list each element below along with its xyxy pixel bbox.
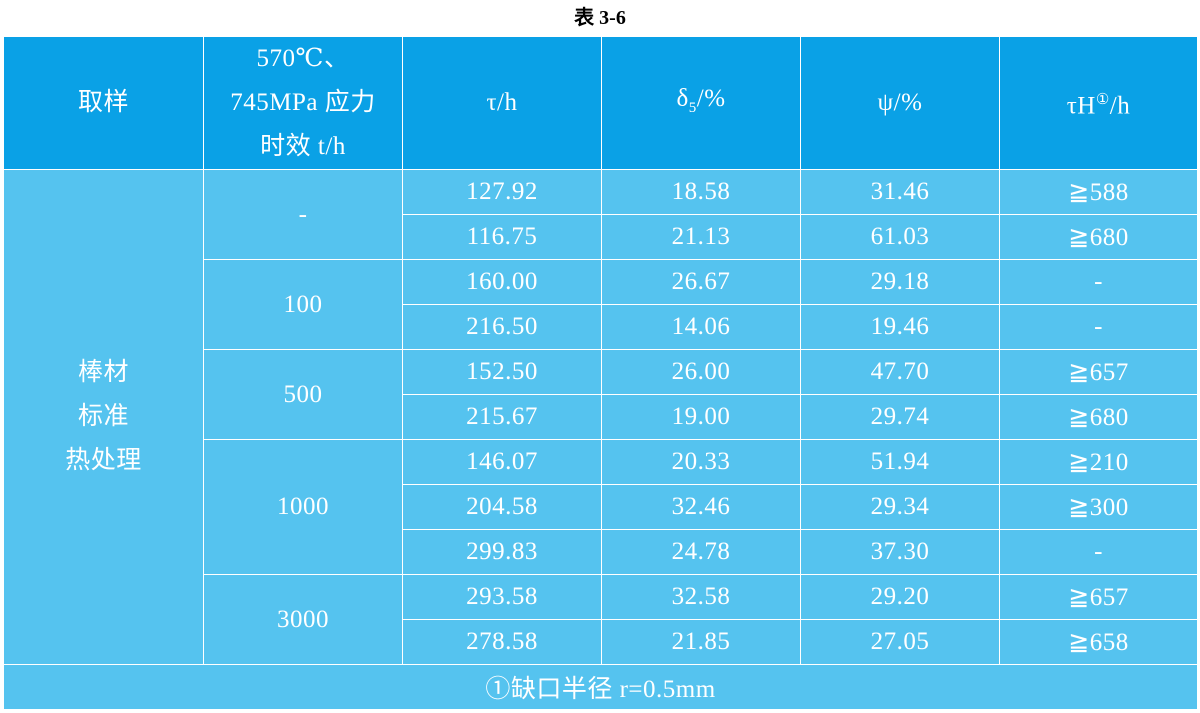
cell-tau: 116.75 [402,214,602,260]
table-row: 100 160.00 26.67 29.18 - [4,259,1198,350]
table-row: 3000 293.58 32.58 29.20 ≧657 [4,574,1198,665]
header-delta-unit: /% [696,84,726,112]
header-aging-line1: 570℃、 [256,45,350,72]
cell-delta: 26.00 [601,349,801,395]
cell-psi: 61.03 [800,214,1000,260]
group-cell: 100 [203,259,403,350]
data-table: 取样 570℃、 745MPa 应力 时效 t/h τ/h δ5/% ψ/% τ… [3,36,1198,710]
header-tauH-symbol: τH [1066,92,1096,120]
cell-delta: 21.85 [601,619,801,665]
table-row: 棒材 标准 热处理 - 127.92 18.58 31.46 ≧588 [3,169,1198,665]
table-row: 1000 146.07 20.33 51.94 ≧210 [4,439,1198,575]
sample-label-line3: 热处理 [65,447,142,474]
header-tauH-footnote-mark: ① [1095,91,1110,108]
cell-tauH: - [999,304,1198,350]
cell-psi: 37.30 [800,529,1000,575]
cell-psi: 27.05 [800,619,1000,665]
cell-delta: 18.58 [601,169,801,215]
cell-delta: 20.33 [601,439,801,485]
cell-tau: 146.07 [402,439,602,485]
sample-label-line2: 标准 [77,403,129,430]
group-cell: 500 [203,349,403,440]
cell-delta: 32.46 [601,484,801,530]
cell-tau: 299.83 [402,529,602,575]
cell-psi: 29.18 [800,259,1000,305]
table-row: 116.75 21.13 61.03 ≧680 [4,214,1198,260]
cell-tau: 215.67 [402,394,602,440]
header-aging-line3: 时效 t/h [260,133,346,160]
header-tauH-unit: /h [1109,92,1131,120]
cell-tauH: ≧680 [999,214,1198,260]
cell-tau: 278.58 [402,619,602,665]
group-cell: 1000 [203,439,403,575]
cell-delta: 26.67 [601,259,801,305]
group-cell: 3000 [203,574,403,665]
cell-tauH: - [999,259,1198,305]
cell-tau: 152.50 [402,349,602,395]
cell-delta: 24.78 [601,529,801,575]
cell-tauH: ≧680 [999,394,1198,440]
header-tauH: τH①/h [999,36,1198,170]
cell-psi: 29.34 [800,484,1000,530]
header-sample: 取样 [3,36,204,170]
table-row: 278.58 21.85 27.05 ≧658 [4,619,1198,665]
cell-tauH: ≧657 [999,574,1198,620]
table-row: 216.50 14.06 19.46 - [4,304,1198,350]
header-tau: τ/h [402,36,602,170]
footnote: ①缺口半径 r=0.5mm [3,664,1198,710]
cell-tau: 127.92 [402,169,602,215]
sample-label-line1: 棒材 [77,359,129,386]
header-aging-time: 570℃、 745MPa 应力 时效 t/h [203,36,403,170]
cell-tauH: ≧210 [999,439,1198,485]
cell-delta: 19.00 [601,394,801,440]
table-row: 500 152.50 26.00 47.70 ≧657 [4,349,1198,440]
cell-tau: 293.58 [402,574,602,620]
header-psi: ψ/% [800,36,1000,170]
cell-tauH: ≧658 [999,619,1198,665]
table-caption: 表 3-6 [574,7,626,29]
cell-tauH: ≧588 [999,169,1198,215]
table-row: 299.83 24.78 37.30 - [4,529,1198,575]
cell-delta: 32.58 [601,574,801,620]
table-row: 204.58 32.46 29.34 ≧300 [4,484,1198,530]
header-row: 取样 570℃、 745MPa 应力 时效 t/h τ/h δ5/% ψ/% τ… [3,36,1198,170]
cell-tauH: ≧657 [999,349,1198,395]
cell-psi: 47.70 [800,349,1000,395]
cell-psi: 31.46 [800,169,1000,215]
cell-tau: 216.50 [402,304,602,350]
table-row: 215.67 19.00 29.74 ≧680 [4,394,1198,440]
header-delta-symbol: δ [676,84,689,112]
header-aging-line2: 745MPa 应力 [230,89,376,116]
cell-psi: 19.46 [800,304,1000,350]
cell-psi: 29.74 [800,394,1000,440]
cell-tauH: ≧300 [999,484,1198,530]
cell-delta: 14.06 [601,304,801,350]
header-delta: δ5/% [601,36,801,170]
cell-tau: 160.00 [402,259,602,305]
header-delta-subscript: 5 [688,99,697,116]
group-cell: - [203,169,403,260]
cell-tau: 204.58 [402,484,602,530]
cell-psi: 51.94 [800,439,1000,485]
sample-label-cell: 棒材 标准 热处理 [3,169,204,665]
cell-tauH: - [999,529,1198,575]
footnote-row: ①缺口半径 r=0.5mm [3,664,1198,710]
cell-psi: 29.20 [800,574,1000,620]
cell-delta: 21.13 [601,214,801,260]
